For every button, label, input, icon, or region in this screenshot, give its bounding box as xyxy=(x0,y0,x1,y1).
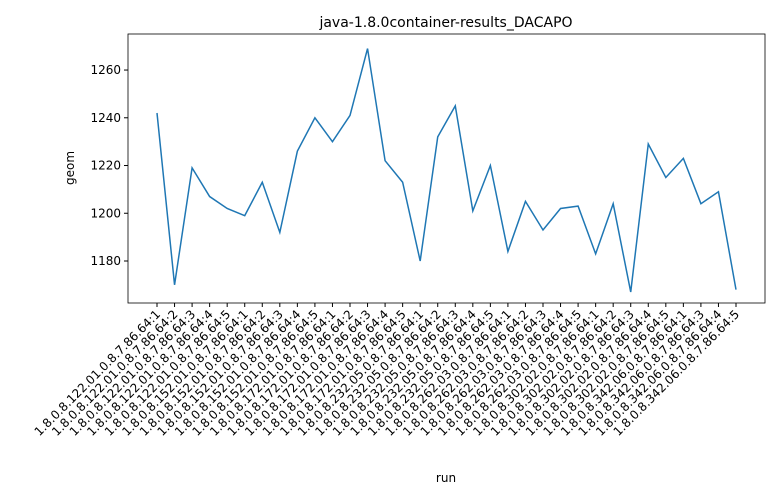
chart-title: java-1.8.0container-results_DACAPO xyxy=(318,15,572,31)
y-tick-label: 1240 xyxy=(90,111,121,125)
y-tick-label: 1180 xyxy=(90,254,121,268)
plot-frame xyxy=(127,33,766,304)
y-tick-label: 1220 xyxy=(90,159,121,173)
y-axis-label: geom xyxy=(63,151,77,185)
y-tick-label: 1260 xyxy=(90,63,121,77)
line xyxy=(156,48,737,293)
y-tick-label: 1200 xyxy=(90,206,121,220)
x-axis-label: run xyxy=(436,471,456,485)
